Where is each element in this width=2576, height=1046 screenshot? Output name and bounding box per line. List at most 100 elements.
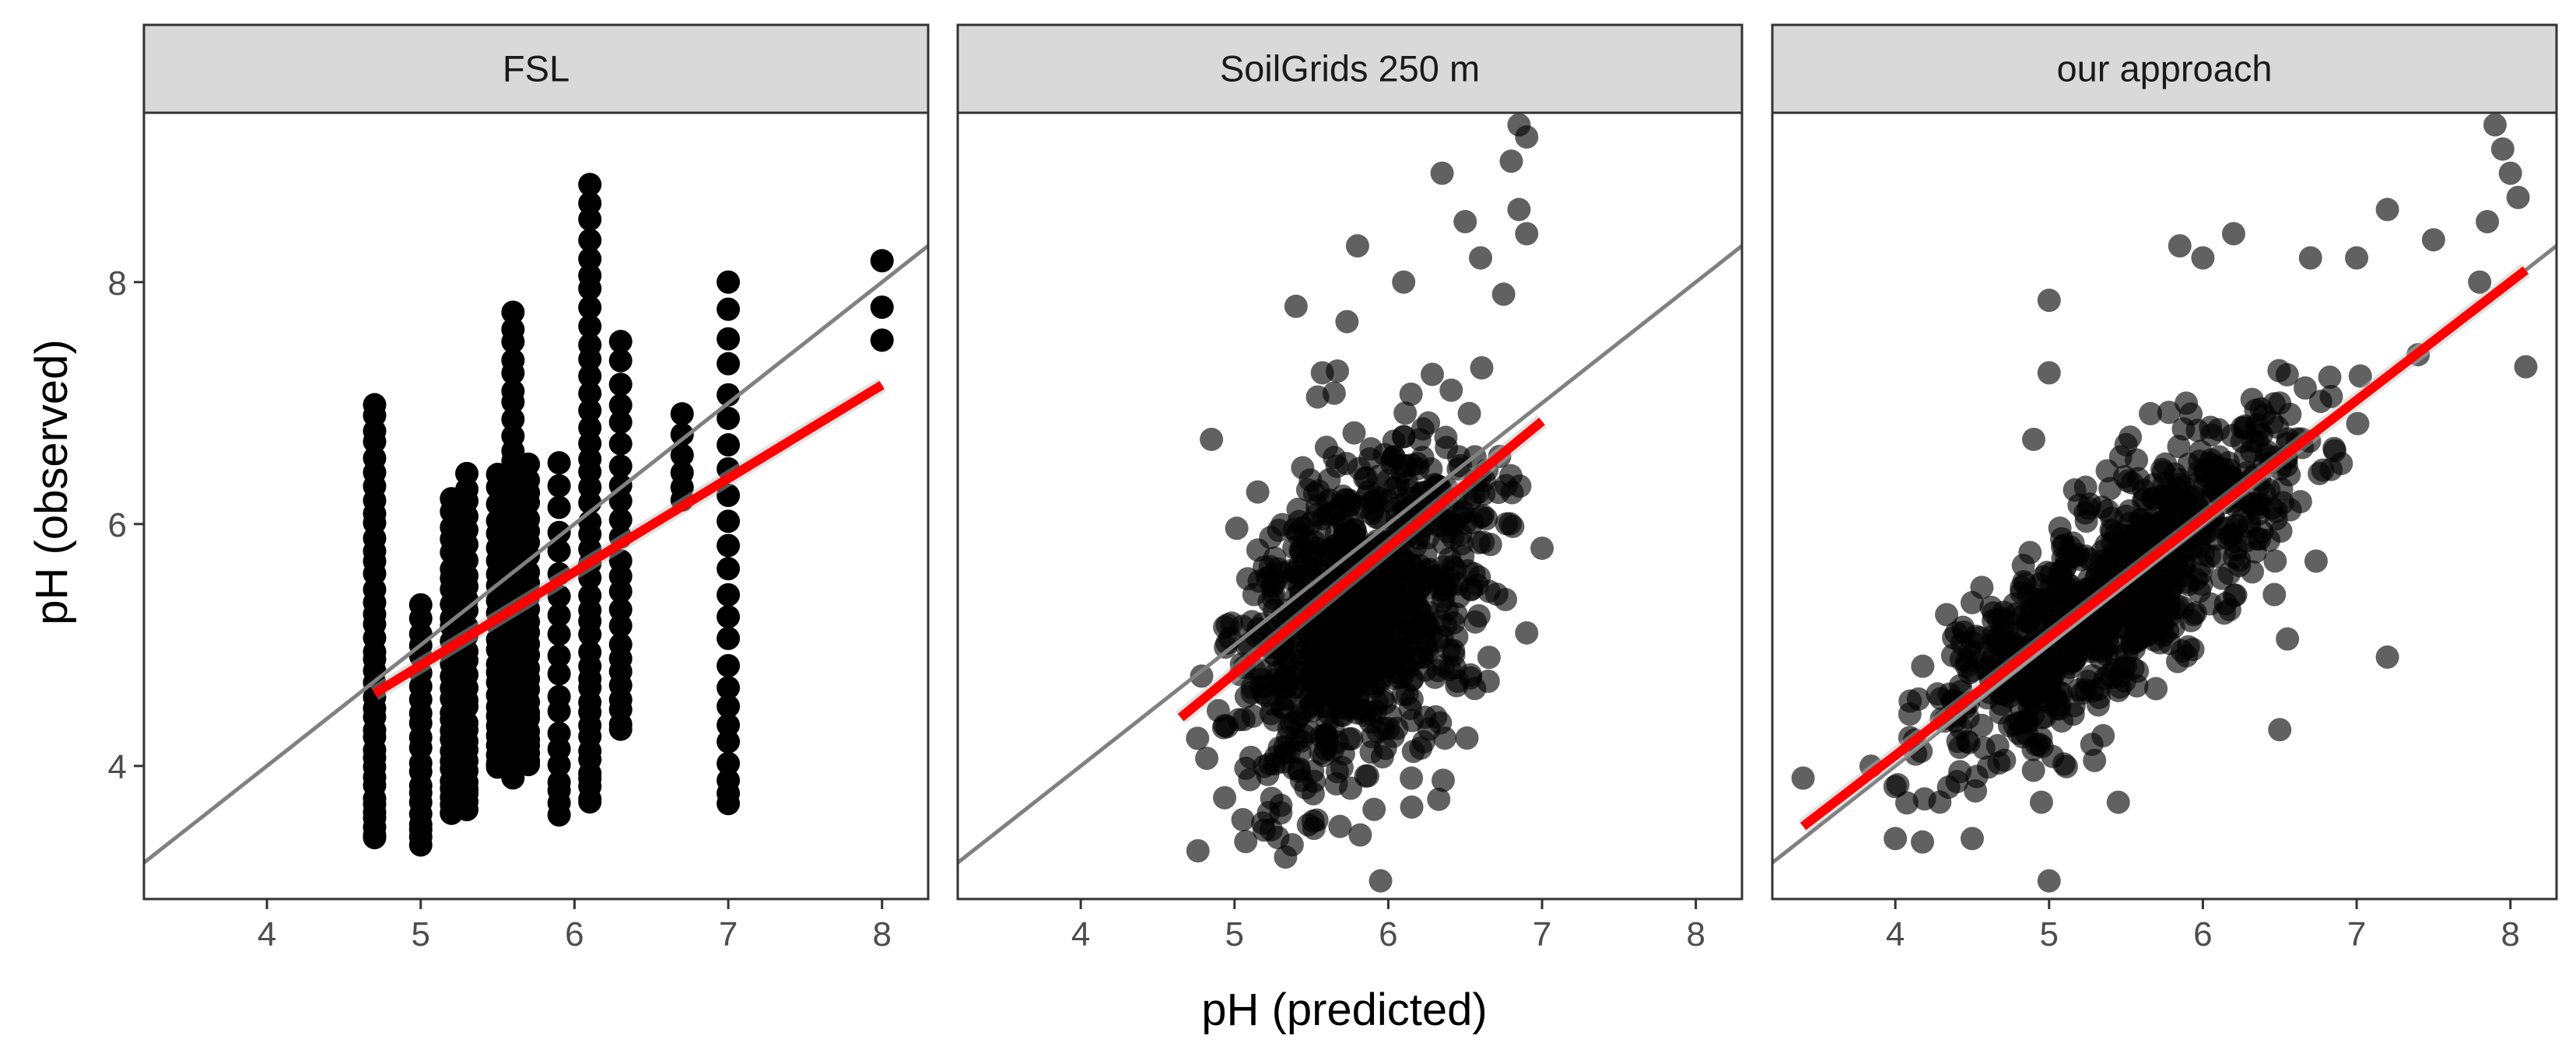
data-point <box>670 422 694 446</box>
data-point <box>2483 113 2507 137</box>
data-point <box>2204 478 2228 502</box>
data-point <box>2037 869 2061 893</box>
x-tick-label: 5 <box>1225 915 1244 953</box>
data-point <box>1270 561 1295 585</box>
data-point <box>1426 659 1450 683</box>
data-point <box>1457 401 1481 425</box>
data-point <box>2233 414 2257 438</box>
data-point <box>408 593 433 617</box>
data-point <box>1378 560 1402 584</box>
data-point <box>1960 827 1984 851</box>
data-point <box>2170 639 2194 663</box>
data-point <box>1349 660 1373 684</box>
y-tick-label: 8 <box>108 264 127 303</box>
data-point <box>1284 294 1308 318</box>
x-tick-label: 7 <box>2347 915 2366 953</box>
data-point <box>1225 516 1249 540</box>
data-point <box>1261 586 1285 610</box>
data-point <box>1353 466 1377 490</box>
data-point <box>1190 664 1214 688</box>
data-point <box>1350 495 1374 520</box>
data-point <box>1213 785 1237 810</box>
data-point <box>1345 234 1369 258</box>
data-point <box>578 207 602 231</box>
data-point <box>717 297 741 321</box>
regression-line <box>1177 417 1545 722</box>
data-point <box>2204 544 2228 568</box>
data-point <box>1964 778 1988 803</box>
data-point <box>455 548 479 572</box>
data-point <box>1323 652 1347 676</box>
data-point <box>1319 600 1343 624</box>
data-point <box>501 317 525 341</box>
data-point <box>455 711 479 735</box>
data-point <box>1434 425 1458 450</box>
data-point <box>1498 464 1523 488</box>
data-point <box>1393 401 1418 425</box>
data-point <box>1442 610 1466 635</box>
points <box>1791 113 2538 893</box>
data-point <box>2329 452 2353 476</box>
data-point <box>547 539 571 563</box>
data-point <box>608 410 633 434</box>
data-point <box>578 583 602 607</box>
axis-titles: pH (predicted) pH (observed) <box>26 339 1488 1035</box>
data-point <box>2009 711 2033 735</box>
data-point <box>517 507 541 531</box>
y-axis: 4 6 8 <box>108 264 144 786</box>
data-point <box>547 495 571 520</box>
data-point <box>2087 677 2111 701</box>
data-point <box>717 729 741 754</box>
panel-1: FSL 4 5 6 7 8 4 6 8 <box>108 23 930 953</box>
data-point <box>2144 677 2168 701</box>
data-point <box>1369 869 1393 893</box>
panel-3: our approach 4 5 6 7 8 <box>1771 23 2558 953</box>
data-point <box>2131 572 2155 596</box>
data-point <box>670 402 694 426</box>
data-point <box>501 348 525 373</box>
data-point <box>1427 787 1451 811</box>
data-point <box>2183 601 2207 625</box>
data-point <box>1411 645 1435 669</box>
data-point <box>1325 760 1349 784</box>
data-point <box>2262 582 2287 607</box>
data-point <box>578 415 602 439</box>
data-point <box>2080 733 2104 757</box>
data-point <box>363 446 387 471</box>
data-point <box>2114 504 2138 528</box>
data-point <box>1515 125 1539 149</box>
data-point <box>717 352 741 376</box>
data-point <box>1515 222 1539 246</box>
data-point <box>2498 161 2522 185</box>
data-point <box>1342 421 1366 445</box>
data-point <box>2243 540 2267 564</box>
data-point <box>1336 633 1360 657</box>
data-point <box>1392 425 1416 449</box>
data-point <box>1477 645 1501 670</box>
data-point <box>1495 512 1519 536</box>
data-point <box>578 333 602 357</box>
x-axis: 4 5 6 7 8 <box>258 899 892 953</box>
data-point <box>1426 628 1450 652</box>
data-point <box>1491 282 1516 306</box>
data-point <box>1355 764 1379 788</box>
data-point <box>2125 448 2149 472</box>
data-point <box>1390 606 1414 630</box>
data-point <box>2276 627 2300 651</box>
data-point <box>1937 682 1961 706</box>
data-point <box>1369 666 1393 691</box>
data-point <box>578 247 602 271</box>
data-point <box>717 406 741 430</box>
plot-content <box>958 113 1742 893</box>
x-axis-title: pH (predicted) <box>1201 985 1487 1035</box>
data-point <box>2490 137 2515 161</box>
data-point <box>2348 364 2372 388</box>
data-point <box>2298 246 2322 270</box>
data-point <box>608 597 633 621</box>
data-point <box>2252 481 2276 506</box>
data-point <box>1391 453 1415 478</box>
data-point <box>608 432 633 456</box>
data-point <box>2022 587 2046 611</box>
data-point <box>1465 573 1489 597</box>
data-point <box>2168 234 2192 258</box>
